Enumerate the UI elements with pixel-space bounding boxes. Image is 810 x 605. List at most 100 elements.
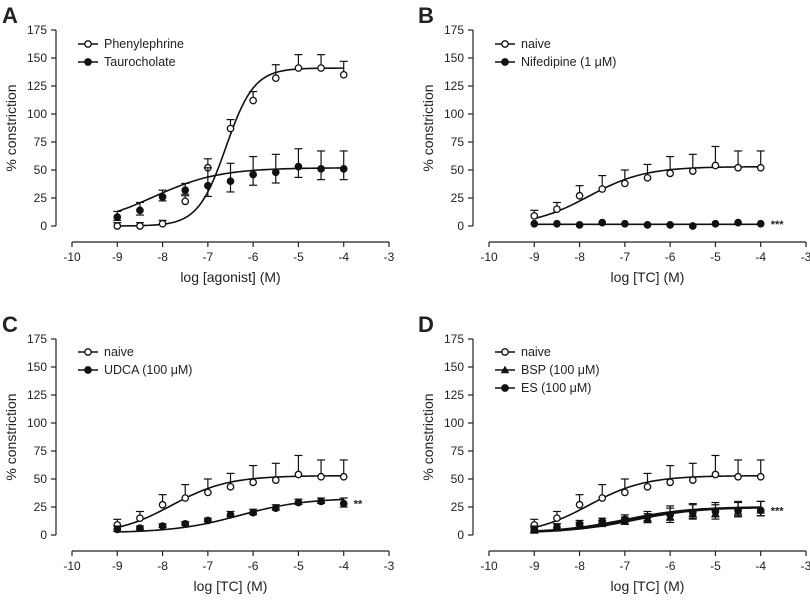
- x-tick-label: -10: [63, 559, 81, 573]
- data-point: [294, 498, 303, 507]
- legend-marker: [500, 365, 510, 374]
- x-axis-title: log [agonist] (M): [180, 269, 280, 285]
- panel-b: B 0 25 50 75 100 125 150 175 % constriction -10 -9 -…: [418, 3, 810, 285]
- y-tick-label: 25: [34, 500, 48, 514]
- data-point: [181, 519, 190, 528]
- data-point: [249, 508, 257, 517]
- x-axis-title: log [TC] (M): [611, 269, 685, 285]
- data-point: [756, 163, 765, 172]
- legend-marker: [501, 40, 509, 48]
- data-point: [621, 219, 629, 228]
- y-axis-title: % constriction: [420, 84, 436, 171]
- x-tick-label: -4: [755, 559, 766, 573]
- data-point: [575, 191, 584, 200]
- x-tick-label: -9: [529, 559, 540, 573]
- x-tick-label: -3: [801, 250, 810, 264]
- series-0: [113, 54, 348, 230]
- data-point: [158, 500, 167, 509]
- legend-label: naive: [521, 345, 551, 359]
- panel-letter: C: [2, 312, 18, 337]
- data-point: [294, 162, 303, 171]
- data-point: [530, 219, 539, 228]
- data-point: [621, 515, 629, 524]
- data-point: [204, 516, 212, 525]
- data-point: [553, 514, 561, 523]
- panel-letter: B: [418, 3, 434, 28]
- data-point: [181, 494, 190, 502]
- y-tick-label: 150: [444, 360, 464, 374]
- data-point: [158, 219, 167, 228]
- legend-entry: naive: [78, 345, 134, 359]
- y-tick-label: 175: [27, 23, 47, 37]
- legend-label: Phenylephrine: [104, 37, 184, 51]
- data-point: [734, 506, 742, 515]
- x-tick-label: -5: [710, 250, 721, 264]
- y-tick-label: 150: [27, 51, 47, 65]
- data-point: [317, 472, 325, 481]
- data-point: [158, 193, 167, 201]
- data-point: [136, 222, 144, 230]
- x-tick-label: -3: [384, 559, 395, 573]
- x-tick-label: -9: [529, 250, 540, 264]
- data-point: [734, 163, 742, 172]
- y-tick-label: 0: [40, 528, 47, 542]
- y-tick-label: 175: [444, 23, 464, 37]
- data-point: [204, 181, 212, 190]
- data-point: [666, 478, 674, 487]
- x-tick-label: -7: [203, 250, 214, 264]
- data-point: [688, 222, 697, 230]
- y-tick-label: 125: [444, 388, 464, 402]
- data-point: [249, 96, 257, 105]
- legend-marker: [501, 58, 509, 66]
- significance-label: **: [354, 499, 363, 511]
- data-point: [643, 221, 652, 229]
- y-tick-label: 100: [444, 416, 464, 430]
- legend-entry: BSP (100 μM): [495, 363, 600, 377]
- series-1: [113, 148, 348, 221]
- x-tick-label: -3: [384, 250, 395, 264]
- legend-label: naive: [521, 37, 551, 51]
- x-tick-label: -8: [574, 250, 585, 264]
- x-tick-label: -6: [665, 250, 676, 264]
- x-tick-label: -9: [112, 559, 123, 573]
- data-point: [598, 517, 607, 526]
- data-point: [688, 167, 697, 175]
- data-point: [226, 124, 235, 133]
- fit-curve: [117, 67, 344, 227]
- significance-label: ***: [771, 219, 785, 231]
- data-point: [226, 510, 235, 519]
- data-point: [666, 169, 674, 178]
- x-tick-label: -7: [620, 559, 631, 573]
- x-tick-label: -3: [801, 559, 810, 573]
- legend-label: Taurocholate: [104, 55, 176, 69]
- y-tick-label: 0: [457, 219, 464, 233]
- legend-entry: naive: [495, 37, 551, 51]
- data-point: [317, 165, 325, 173]
- y-tick-label: 75: [451, 135, 465, 149]
- legend-entry: ES (100 μM): [495, 381, 591, 395]
- data-point: [181, 197, 190, 206]
- y-tick-label: 150: [27, 360, 47, 374]
- panel-letter: A: [2, 3, 18, 28]
- data-point: [249, 478, 257, 487]
- y-tick-label: 25: [34, 191, 48, 205]
- data-point: [711, 219, 720, 228]
- data-point: [711, 507, 720, 516]
- data-point: [688, 476, 697, 484]
- data-point: [598, 494, 607, 502]
- x-tick-label: -8: [157, 250, 168, 264]
- data-point: [598, 218, 607, 227]
- y-tick-label: 50: [34, 472, 48, 486]
- data-point: [621, 179, 629, 188]
- legend-entry: Taurocholate: [78, 55, 176, 69]
- data-point: [294, 64, 303, 72]
- legend-label: BSP (100 μM): [521, 363, 600, 377]
- y-tick-label: 125: [27, 388, 47, 402]
- data-point: [136, 206, 144, 215]
- data-point: [530, 212, 539, 220]
- data-point: [226, 177, 235, 186]
- x-tick-label: -6: [248, 559, 259, 573]
- x-axis-title: log [TC] (M): [194, 578, 268, 594]
- legend-label: naive: [104, 345, 134, 359]
- y-tick-label: 25: [451, 500, 465, 514]
